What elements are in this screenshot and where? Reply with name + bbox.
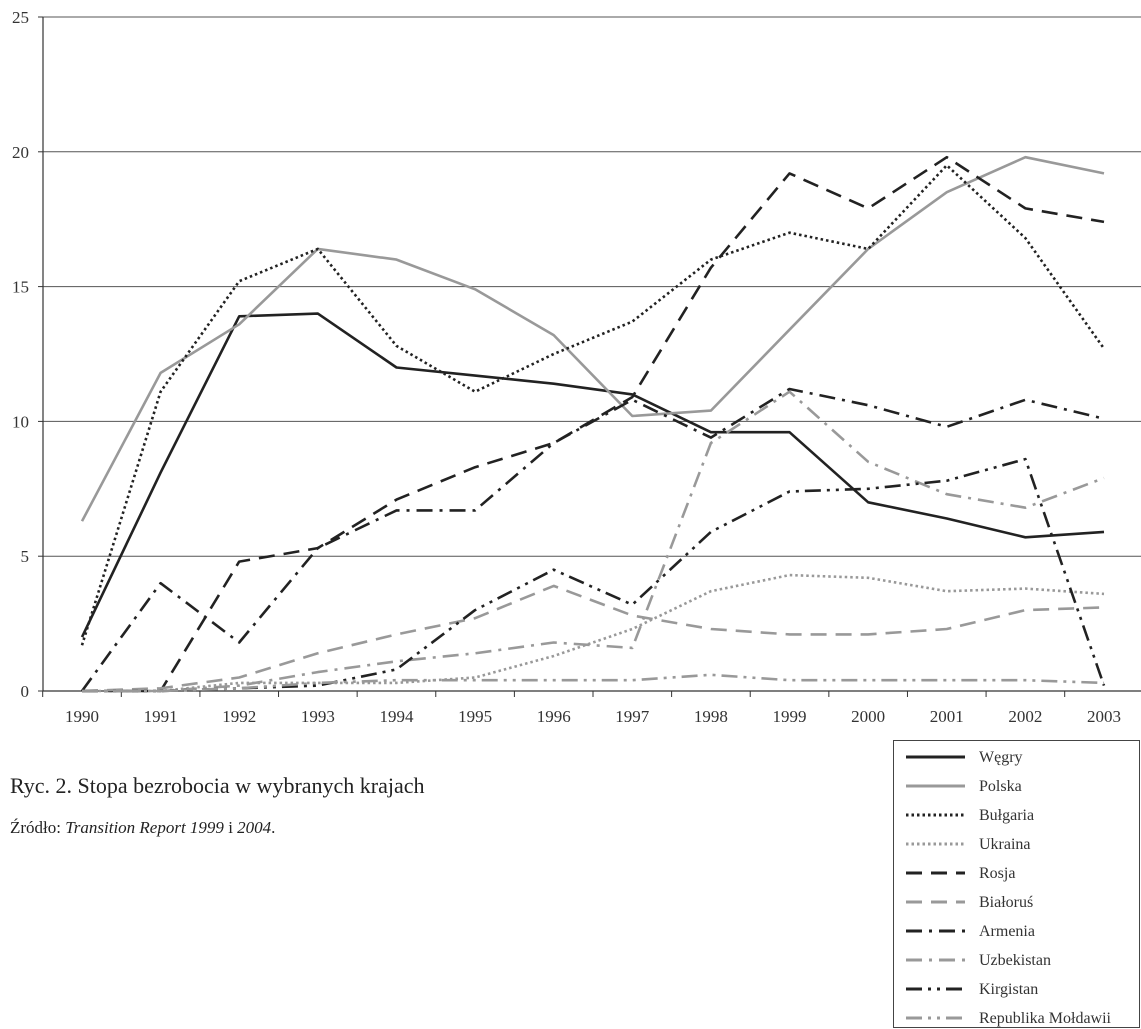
legend-label: Węgry — [979, 749, 1023, 766]
source-suffix: . — [271, 818, 276, 837]
legend-label: Republika Mołdawii — [979, 1010, 1112, 1027]
figure-source: Źródło: Transition Report 1999 i 2004. — [10, 818, 275, 838]
x-tick-label: 1991 — [144, 707, 178, 726]
legend-label: Ukraina — [979, 836, 1031, 853]
y-tick-label: 20 — [12, 143, 29, 162]
y-tick-label: 0 — [21, 682, 30, 701]
legend-label: Polska — [979, 778, 1022, 795]
legend-label: Uzbekistan — [979, 952, 1051, 969]
x-tick-label: 2003 — [1087, 707, 1121, 726]
y-tick-label: 10 — [12, 412, 29, 431]
legend-label: Armenia — [979, 923, 1035, 940]
series-line-uzbekistan — [82, 390, 1105, 693]
x-tick-label: 1990 — [65, 707, 99, 726]
legend-label: Białoruś — [979, 894, 1033, 911]
x-tick-label: 1994 — [379, 707, 414, 726]
x-tick-label: 1997 — [615, 707, 650, 726]
figure-caption: Ryc. 2. Stopa bezrobocia w wybranych kra… — [10, 773, 425, 798]
series-line-bułgaria — [80, 164, 1106, 646]
legend-label: Bułgaria — [979, 807, 1034, 824]
y-tick-labels: 0 5 10 15 20 25 — [12, 8, 29, 701]
legend-label: Rosja — [979, 865, 1015, 882]
series-line-węgry — [80, 312, 1105, 638]
series-line-ukraina — [82, 573, 1105, 693]
x-tick-label: 1993 — [301, 707, 335, 726]
y-tick-label: 15 — [12, 278, 29, 297]
x-tick-label: 1996 — [537, 707, 571, 726]
x-tick-label: 2002 — [1008, 707, 1042, 726]
axes — [38, 16, 1141, 697]
chart-legend: Węgry Polska Bułgaria Ukraina Rosja Białoruś A… — [893, 740, 1140, 1028]
x-tick-label: 2001 — [930, 707, 964, 726]
x-tick-label: 1998 — [694, 707, 728, 726]
series-lines — [80, 155, 1106, 693]
x-tick-label: 1999 — [773, 707, 807, 726]
series-line-białoruś — [81, 584, 1105, 693]
x-tick-labels: 1990 1991 1992 1993 1994 1995 1996 1997 1998 1999… — [65, 707, 1121, 726]
y-tick-label: 5 — [21, 547, 30, 566]
source-mid: i — [223, 818, 238, 837]
source-prefix: Źródło: — [10, 818, 66, 837]
series-line-polska — [80, 155, 1105, 522]
source-ref-2: 2004 — [237, 818, 272, 837]
x-tick-label: 2000 — [851, 707, 885, 726]
legend-label: Kirgistan — [979, 981, 1038, 998]
series-line-armenia — [80, 387, 1105, 692]
y-tick-label: 25 — [12, 8, 29, 27]
series-line-republika-mołdawii — [82, 673, 1105, 693]
x-tick-label: 1992 — [222, 707, 256, 726]
source-ref-1: Transition Report 1999 — [65, 818, 224, 837]
x-tick-label: 1995 — [458, 707, 492, 726]
